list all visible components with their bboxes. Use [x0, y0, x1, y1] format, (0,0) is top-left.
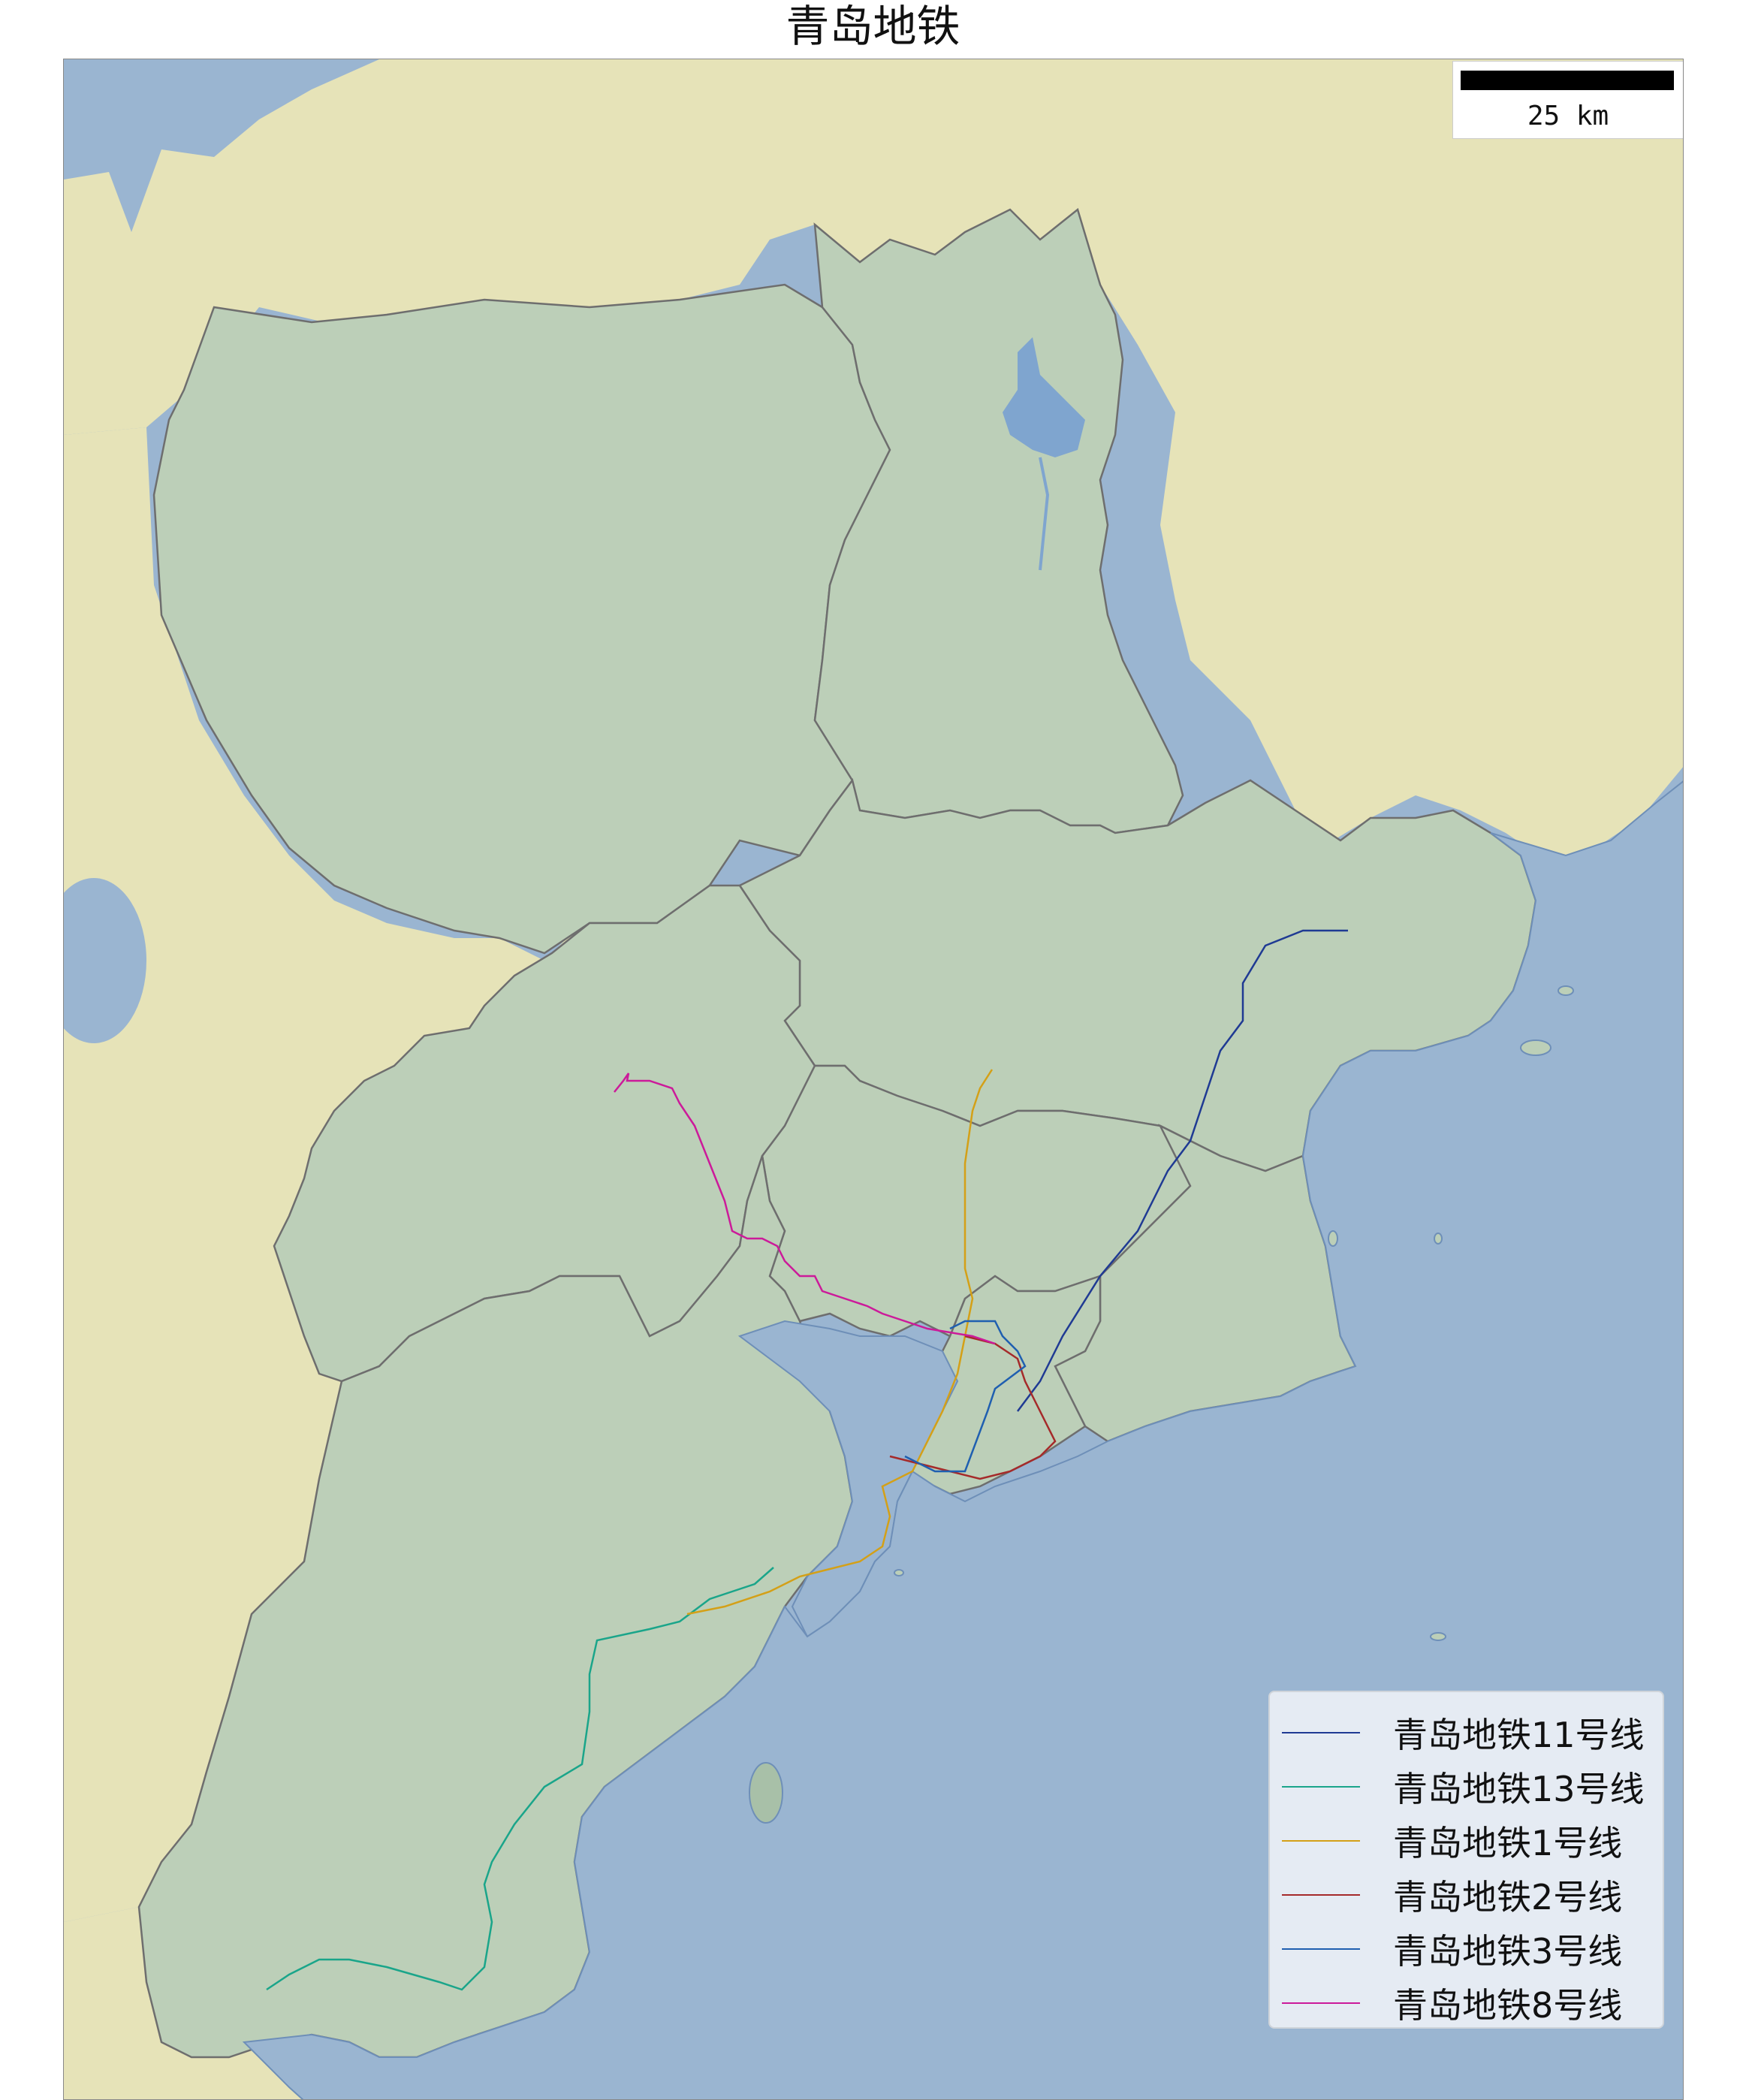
island-lingshan [749, 1762, 783, 1824]
island-south-2 [894, 1569, 904, 1577]
scale-bar-graphic [1461, 71, 1674, 90]
island-south-1 [1430, 1632, 1446, 1641]
island-east-1 [1520, 1039, 1551, 1056]
metro-line-8 [614, 1073, 996, 1345]
legend-swatch [1282, 1786, 1360, 1788]
legend-label: 青岛地铁8号线 [1393, 1985, 1623, 2026]
legend-swatch [1282, 1732, 1360, 1733]
legend-label: 青岛地铁11号线 [1393, 1715, 1645, 1755]
metro-line-11 [1017, 929, 1348, 1412]
land-outside-north [64, 59, 1683, 863]
legend-item-line-2: 青岛地铁2号线 [1282, 1868, 1663, 1922]
island-east-3 [1328, 1230, 1338, 1247]
reservoir-lake [1003, 337, 1085, 457]
map-title: 青岛地铁 [786, 1, 960, 52]
scale-bar-label: 25 km [1527, 101, 1609, 131]
island-east-2 [1558, 985, 1574, 996]
legend-label: 青岛地铁13号线 [1393, 1769, 1645, 1809]
legend-item-line-13: 青岛地铁13号线 [1282, 1760, 1663, 1814]
metro-line-1 [686, 1069, 994, 1616]
legend-item-line-11: 青岛地铁11号线 [1282, 1706, 1663, 1760]
river-laixi [1039, 457, 1050, 571]
lake-west [64, 878, 146, 1043]
island-east-4 [1434, 1233, 1443, 1245]
legend-swatch [1282, 1840, 1360, 1842]
legend-swatch [1282, 1948, 1360, 1950]
legend-swatch [1282, 2002, 1360, 2004]
map-svg [64, 59, 1683, 2099]
scale-bar: 25 km [1452, 61, 1683, 139]
legend: 青岛地铁11号线 青岛地铁13号线 青岛地铁1号线 青岛地铁2号线 青岛地铁3号… [1268, 1691, 1664, 2029]
qingdao-region [137, 207, 1537, 2059]
map-canvas[interactable]: 25 km 青岛地铁11号线 青岛地铁13号线 青岛地铁1号线 青岛地铁2号线 … [63, 59, 1684, 2100]
legend-item-line-1: 青岛地铁1号线 [1282, 1814, 1663, 1868]
legend-label: 青岛地铁3号线 [1393, 1931, 1623, 1972]
legend-swatch [1282, 1894, 1360, 1896]
legend-label: 青岛地铁2号线 [1393, 1877, 1623, 1917]
legend-label: 青岛地铁1号线 [1393, 1823, 1623, 1863]
metro-line-2 [889, 1335, 1057, 1480]
legend-item-line-3: 青岛地铁3号线 [1282, 1922, 1663, 1976]
metro-line-3 [904, 1320, 1027, 1473]
legend-item-line-8: 青岛地铁8号线 [1282, 1976, 1663, 2030]
metro-lines [266, 929, 1348, 1991]
